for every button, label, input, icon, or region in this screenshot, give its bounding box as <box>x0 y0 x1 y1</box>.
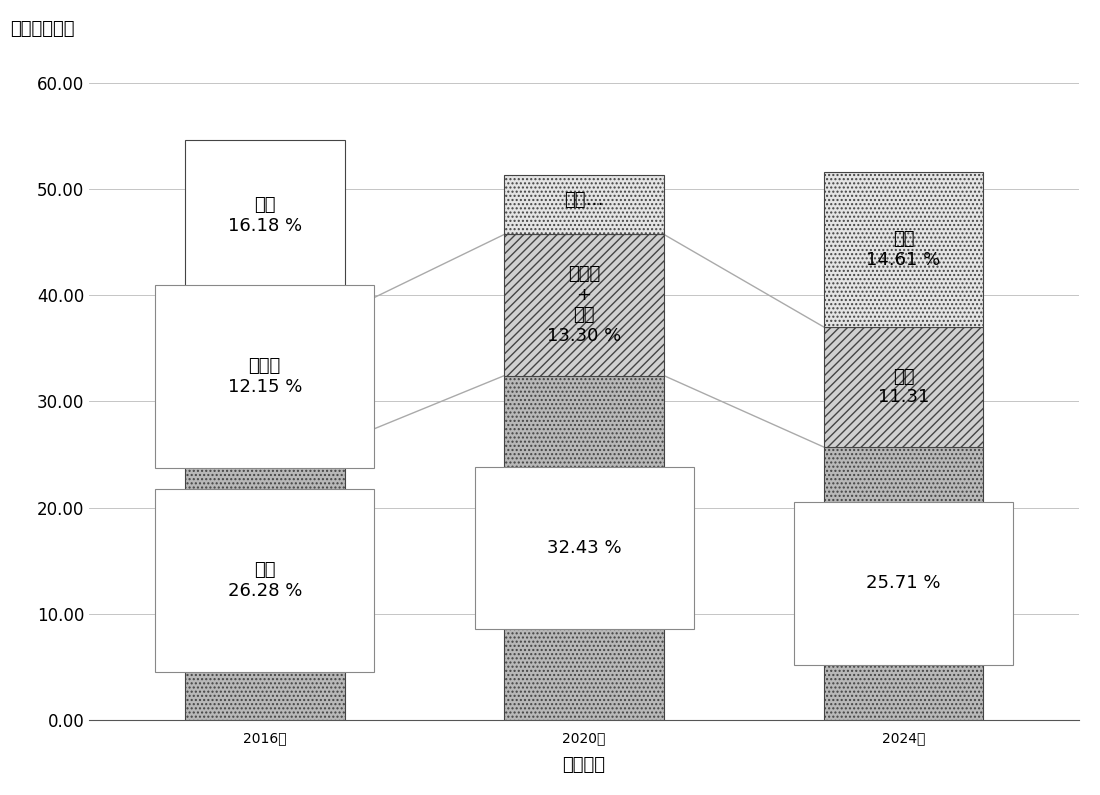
Text: 増田
16.18 %: 増田 16.18 % <box>228 196 301 235</box>
Text: 宇都宮
+
山本
13.30 %: 宇都宮 + 山本 13.30 % <box>547 265 622 345</box>
Bar <box>185 140 344 312</box>
Text: 小池
26.28 %: 小池 26.28 % <box>228 561 301 600</box>
X-axis label: 選挙年次: 選挙年次 <box>562 756 606 774</box>
Bar <box>504 375 664 720</box>
Bar <box>504 235 664 375</box>
Text: 小野…: 小野… <box>564 191 604 209</box>
Text: 得票率（％）: 得票率（％） <box>10 20 75 37</box>
Text: 石丸
14.61 %: 石丸 14.61 % <box>867 230 940 269</box>
Bar <box>504 175 664 235</box>
Bar <box>185 312 344 441</box>
Bar <box>824 327 983 447</box>
Text: 蓮舫
11.31: 蓮舫 11.31 <box>878 367 930 406</box>
Text: 32.43 %: 32.43 % <box>547 539 622 556</box>
Bar <box>824 172 983 327</box>
Text: 宇都宮
12.15 %: 宇都宮 12.15 % <box>228 357 301 396</box>
Bar <box>185 441 344 720</box>
Bar <box>824 447 983 720</box>
Text: 25.71 %: 25.71 % <box>866 575 940 592</box>
